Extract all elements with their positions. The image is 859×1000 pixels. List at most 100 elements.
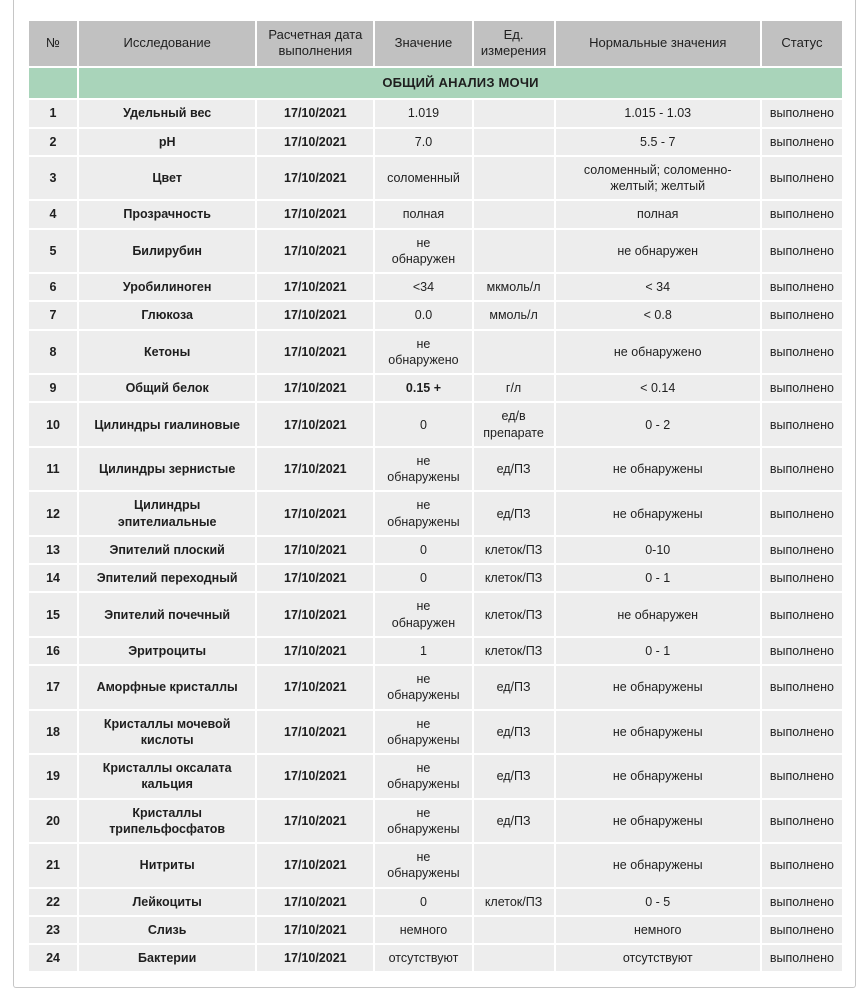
cell-status: выполнено	[761, 565, 842, 592]
cell-normal-range: отсутствуют	[555, 945, 760, 972]
cell-status: выполнено	[761, 945, 842, 972]
cell-status: выполнено	[761, 229, 842, 273]
cell-row-number: 17	[29, 666, 78, 709]
table-row: 12 Цилиндры эпителиальные 17/10/2021 не …	[29, 492, 842, 535]
table-row: 15 Эпителий почечный 17/10/2021 не обнар…	[29, 593, 842, 636]
cell-normal-range: не обнаружен	[555, 229, 760, 273]
cell-status: выполнено	[761, 330, 842, 374]
cell-normal-range: немного	[555, 916, 760, 944]
cell-date: 17/10/2021	[257, 666, 374, 709]
cell-test-name: Кристаллы мочевой кислоты	[79, 710, 256, 754]
cell-unit: клеток/ПЗ	[473, 888, 554, 915]
cell-value: 0	[375, 403, 472, 446]
cell-test-name: Прозрачность	[79, 201, 256, 228]
cell-row-number: 10	[29, 403, 78, 446]
cell-value: не обнаружен	[375, 229, 472, 273]
lab-results-table: № Исследование Расчетная дата выполнения…	[27, 19, 844, 973]
table-row: 4 Прозрачность 17/10/2021 полная полная …	[29, 201, 842, 228]
table-row: 11 Цилиндры зернистые 17/10/2021 не обна…	[29, 447, 842, 491]
cell-row-number: 3	[29, 156, 78, 200]
cell-status: выполнено	[761, 128, 842, 155]
cell-unit	[473, 330, 554, 374]
table-row: 18 Кристаллы мочевой кислоты 17/10/2021 …	[29, 710, 842, 754]
cell-unit: ед/ПЗ	[473, 492, 554, 535]
cell-value: 7.0	[375, 128, 472, 155]
cell-value: не обнаружены	[375, 666, 472, 709]
cell-row-number: 6	[29, 274, 78, 301]
cell-date: 17/10/2021	[257, 888, 374, 915]
cell-normal-range: не обнаружен	[555, 593, 760, 636]
cell-row-number: 1	[29, 100, 78, 127]
cell-normal-range: 5.5 - 7	[555, 128, 760, 155]
cell-value: 0	[375, 536, 472, 564]
cell-date: 17/10/2021	[257, 302, 374, 329]
table-body: 1 Удельный вес 17/10/2021 1.019 1.015 - …	[29, 100, 842, 972]
cell-date: 17/10/2021	[257, 799, 374, 843]
cell-unit: ед/ПЗ	[473, 447, 554, 491]
header-date: Расчетная дата выполнения	[257, 21, 374, 66]
cell-status: выполнено	[761, 593, 842, 636]
cell-row-number: 4	[29, 201, 78, 228]
cell-status: выполнено	[761, 755, 842, 798]
cell-unit: клеток/ПЗ	[473, 637, 554, 665]
cell-test-name: pH	[79, 128, 256, 155]
cell-unit	[473, 229, 554, 273]
table-row: 24 Бактерии 17/10/2021 отсутствуют отсут…	[29, 945, 842, 972]
table-row: 5 Билирубин 17/10/2021 не обнаружен не о…	[29, 229, 842, 273]
table-row: 21 Нитриты 17/10/2021 не обнаружены не о…	[29, 844, 842, 887]
cell-value: 0	[375, 888, 472, 915]
table-row: 3 Цвет 17/10/2021 соломенный соломенный;…	[29, 156, 842, 200]
table-row: 8 Кетоны 17/10/2021 не обнаружено не обн…	[29, 330, 842, 374]
cell-test-name: Аморфные кристаллы	[79, 666, 256, 709]
cell-row-number: 11	[29, 447, 78, 491]
cell-date: 17/10/2021	[257, 100, 374, 127]
table-row: 22 Лейкоциты 17/10/2021 0 клеток/ПЗ 0 - …	[29, 888, 842, 915]
cell-date: 17/10/2021	[257, 945, 374, 972]
header-test-name: Исследование	[79, 21, 256, 66]
cell-date: 17/10/2021	[257, 447, 374, 491]
table-row: 14 Эпителий переходный 17/10/2021 0 клет…	[29, 565, 842, 592]
cell-value: не обнаружены	[375, 447, 472, 491]
cell-unit	[473, 945, 554, 972]
cell-value: не обнаружены	[375, 844, 472, 887]
cell-normal-range: 0 - 5	[555, 888, 760, 915]
cell-status: выполнено	[761, 799, 842, 843]
cell-status: выполнено	[761, 844, 842, 887]
cell-value: 0.0	[375, 302, 472, 329]
cell-date: 17/10/2021	[257, 565, 374, 592]
cell-date: 17/10/2021	[257, 274, 374, 301]
cell-date: 17/10/2021	[257, 375, 374, 402]
cell-date: 17/10/2021	[257, 637, 374, 665]
cell-value: полная	[375, 201, 472, 228]
cell-date: 17/10/2021	[257, 755, 374, 798]
cell-value: 0.15 +	[375, 375, 472, 402]
cell-row-number: 15	[29, 593, 78, 636]
cell-normal-range: полная	[555, 201, 760, 228]
cell-date: 17/10/2021	[257, 156, 374, 200]
cell-normal-range: < 34	[555, 274, 760, 301]
cell-unit	[473, 128, 554, 155]
cell-unit: ед/ПЗ	[473, 666, 554, 709]
cell-status: выполнено	[761, 637, 842, 665]
cell-normal-range: 1.015 - 1.03	[555, 100, 760, 127]
cell-normal-range: не обнаружены	[555, 755, 760, 798]
cell-test-name: Удельный вес	[79, 100, 256, 127]
cell-date: 17/10/2021	[257, 844, 374, 887]
table-row: 16 Эритроциты 17/10/2021 1 клеток/ПЗ 0 -…	[29, 637, 842, 665]
table-row: 1 Удельный вес 17/10/2021 1.019 1.015 - …	[29, 100, 842, 127]
cell-date: 17/10/2021	[257, 229, 374, 273]
cell-test-name: Кетоны	[79, 330, 256, 374]
cell-test-name: Нитриты	[79, 844, 256, 887]
cell-test-name: Кристаллы оксалата кальция	[79, 755, 256, 798]
cell-normal-range: < 0.8	[555, 302, 760, 329]
cell-test-name: Цилиндры гиалиновые	[79, 403, 256, 446]
cell-unit	[473, 844, 554, 887]
cell-row-number: 19	[29, 755, 78, 798]
cell-normal-range: не обнаружены	[555, 447, 760, 491]
cell-test-name: Общий белок	[79, 375, 256, 402]
section-title: ОБЩИЙ АНАЛИЗ МОЧИ	[79, 67, 842, 99]
cell-unit: ммоль/л	[473, 302, 554, 329]
cell-row-number: 8	[29, 330, 78, 374]
cell-row-number: 5	[29, 229, 78, 273]
table-row: 2 pH 17/10/2021 7.0 5.5 - 7 выполнено	[29, 128, 842, 155]
